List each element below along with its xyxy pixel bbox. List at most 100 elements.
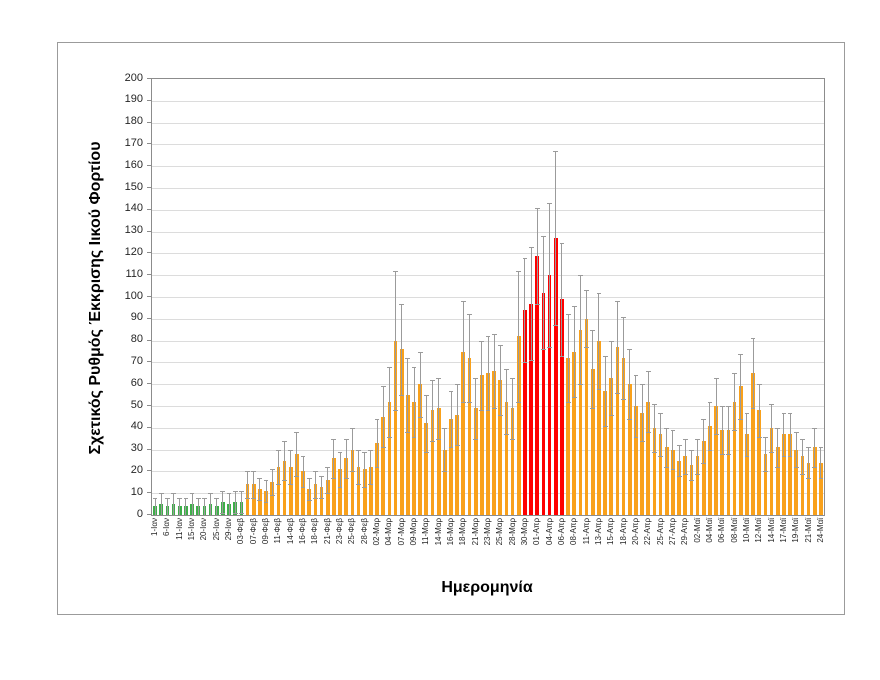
error-bar-cap-top bbox=[405, 358, 411, 360]
error-bar-cap-top bbox=[380, 386, 386, 388]
x-tick-label: 09-Φεβ bbox=[261, 518, 271, 545]
error-bar-cap-top bbox=[732, 373, 737, 375]
error-bar-cap-bottom bbox=[473, 438, 479, 440]
error-bar-cap-bottom bbox=[812, 467, 818, 469]
error-bar bbox=[814, 427, 816, 468]
error-bar bbox=[339, 451, 341, 487]
bar bbox=[714, 406, 718, 515]
error-bar-cap-bottom bbox=[312, 497, 318, 499]
y-tick-label: 150 bbox=[124, 180, 143, 193]
bar bbox=[245, 484, 250, 515]
error-bar bbox=[808, 447, 810, 478]
bar bbox=[708, 425, 712, 515]
bar bbox=[726, 429, 731, 515]
error-bar bbox=[382, 386, 384, 448]
error-bar-cap-bottom bbox=[349, 471, 355, 473]
x-tick-label: 24-Μαϊ bbox=[815, 518, 825, 543]
x-tick-label: 15-Ιαν bbox=[187, 518, 197, 541]
error-bar-cap-top bbox=[689, 449, 694, 451]
gridline bbox=[152, 100, 824, 102]
error-bar-cap-top bbox=[763, 436, 768, 438]
error-bar-cap-top bbox=[245, 471, 250, 473]
bar bbox=[362, 469, 367, 515]
error-bar-cap-top bbox=[491, 334, 497, 336]
error-bar-cap-top bbox=[559, 242, 565, 244]
error-bar-cap-bottom bbox=[608, 414, 614, 416]
error-bar-cap-top bbox=[257, 477, 263, 479]
x-tick-label: 23-Φεβ bbox=[335, 518, 345, 545]
error-bar-cap-top bbox=[578, 275, 583, 277]
error-bar-cap-top bbox=[306, 477, 312, 479]
error-bar bbox=[395, 270, 397, 411]
bar bbox=[455, 414, 459, 515]
error-bar-cap-top bbox=[726, 406, 731, 407]
bar bbox=[325, 480, 330, 515]
y-tick-mark bbox=[147, 492, 151, 494]
x-tick-label: 6-Ιαν bbox=[162, 518, 172, 536]
error-bar-cap-top bbox=[497, 344, 503, 346]
y-tick-mark bbox=[147, 78, 151, 79]
error-bar bbox=[598, 292, 600, 389]
error-bar-cap-bottom bbox=[528, 360, 534, 362]
y-tick-mark bbox=[147, 448, 151, 450]
x-tick-label: 08-Απρ bbox=[569, 518, 579, 545]
bar bbox=[547, 275, 552, 515]
x-tick-label: 07-Φεβ bbox=[248, 518, 258, 545]
error-bar-cap-top bbox=[608, 340, 614, 342]
bar bbox=[572, 351, 577, 515]
error-bar bbox=[684, 438, 686, 474]
error-bar-cap-top bbox=[325, 467, 331, 469]
error-bar-cap-bottom bbox=[288, 484, 294, 486]
x-tick-label: 1-Ιαν bbox=[150, 518, 160, 536]
bar bbox=[819, 462, 823, 515]
error-bar-cap-bottom bbox=[374, 467, 380, 469]
error-bar-cap-bottom bbox=[491, 408, 497, 410]
bar bbox=[510, 408, 515, 515]
bar bbox=[307, 488, 312, 515]
error-bar-cap-top bbox=[565, 314, 571, 316]
x-tick-label: 11-Φεβ bbox=[273, 518, 283, 544]
error-bar-cap-top bbox=[590, 329, 596, 331]
error-bar-cap-top bbox=[701, 419, 707, 421]
bar bbox=[732, 401, 737, 515]
error-bar-cap-bottom bbox=[793, 467, 799, 469]
x-tick-label: 06-Απρ bbox=[556, 518, 566, 545]
y-tick-label: 120 bbox=[124, 245, 143, 258]
error-bar bbox=[247, 471, 249, 498]
error-bar-cap-top bbox=[183, 497, 189, 499]
error-bar-cap-bottom bbox=[627, 419, 633, 421]
error-bar bbox=[697, 438, 699, 474]
error-bar-cap-bottom bbox=[238, 512, 244, 514]
bar bbox=[664, 447, 669, 515]
error-bar bbox=[542, 235, 544, 350]
error-bar-cap-bottom bbox=[689, 480, 694, 482]
x-tick-label: 21-Μαρ bbox=[470, 518, 480, 546]
error-bar-cap-top bbox=[775, 427, 781, 429]
error-bar-cap-top bbox=[294, 432, 300, 434]
error-bar-cap-bottom bbox=[732, 429, 737, 431]
error-bar bbox=[795, 432, 797, 468]
error-bar-cap-top bbox=[238, 491, 244, 493]
error-bar-cap-bottom bbox=[337, 486, 343, 488]
error-bar-cap-top bbox=[448, 390, 454, 392]
error-bar-cap-top bbox=[177, 497, 183, 499]
error-bar-cap-top bbox=[214, 497, 220, 499]
y-tick-label: 70 bbox=[130, 354, 143, 367]
x-tick-label: 29-Ιαν bbox=[224, 518, 234, 541]
error-bar bbox=[746, 412, 748, 457]
error-bar bbox=[820, 447, 822, 478]
error-bar-cap-bottom bbox=[343, 477, 349, 479]
bar bbox=[523, 310, 527, 515]
chart-frame: Σχετικός Ρυθμός Έκκρισης Ιικού Φορτίου Η… bbox=[57, 42, 845, 615]
bar bbox=[344, 458, 349, 515]
y-tick-label: 10 bbox=[130, 485, 143, 498]
y-tick-mark bbox=[147, 99, 151, 101]
error-bar-cap-top bbox=[485, 336, 491, 338]
error-bar-cap-bottom bbox=[541, 349, 546, 351]
error-bar bbox=[197, 497, 199, 515]
error-bar bbox=[678, 445, 680, 476]
error-bar-cap-bottom bbox=[652, 451, 657, 453]
error-bar bbox=[536, 207, 538, 304]
x-tick-label: 29-Απρ bbox=[680, 518, 690, 545]
error-bar-cap-bottom bbox=[658, 456, 664, 458]
